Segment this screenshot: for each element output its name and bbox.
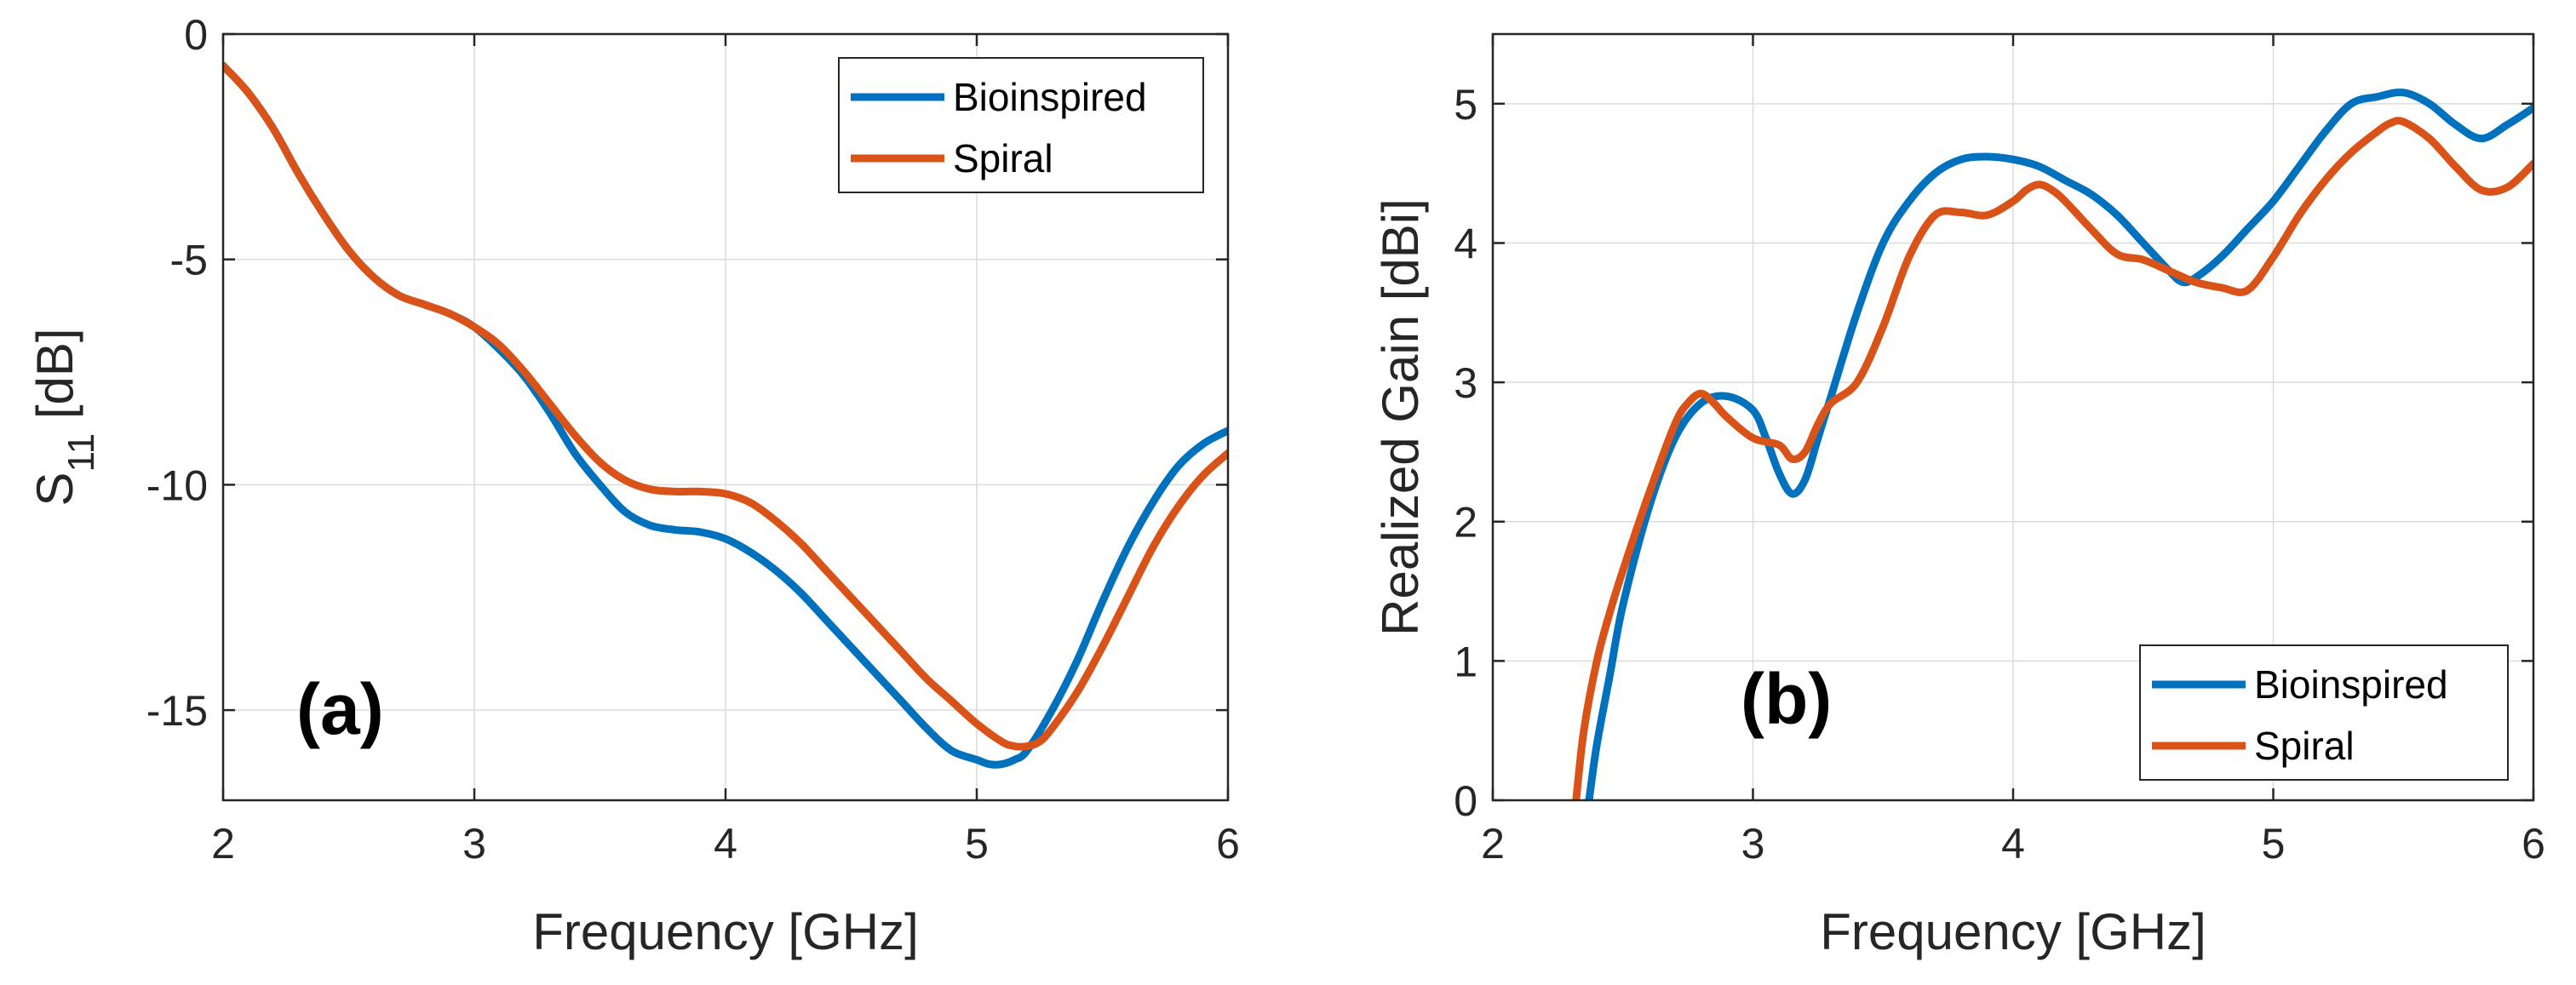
panel-b-y-axis-label: Realized Gain [dBi] (1372, 198, 1429, 636)
panel-a-series (223, 61, 1228, 769)
panel-a-x-tick-label: 3 (462, 820, 486, 868)
panel-b-x-tick-label: 2 (1481, 820, 1505, 868)
panel-a-x-axis-label: Frequency [GHz] (532, 903, 919, 960)
panel-b-legend: Bioinspired Spiral (2139, 644, 2509, 781)
panel-b-y-tick-label: 0 (1454, 777, 1477, 825)
panel-b-y-tick-label: 3 (1454, 359, 1477, 407)
panel-a-ticks: 2 3 4 5 6 0 -5 -10 -15 (146, 11, 1240, 868)
panel-b-y-tick-label: 1 (1454, 638, 1477, 685)
panel-a-y-tick-label: -5 (170, 237, 208, 284)
panel-b-gain-chart: 2 3 4 5 6 0 1 2 3 4 5 Frequency [GHz] Realized Gai… (1372, 32, 2545, 960)
panel-b-legend-label-spiral: Spiral (2254, 724, 2355, 768)
panel-a-s11-chart: 2 3 4 5 60-5-10-15 Frequency [GHz] S11 [dB] … (26, 11, 1240, 960)
panel-a-y-axis-label-unit: [dB] (26, 328, 83, 432)
panel-b-series (1572, 88, 2533, 800)
panel-a-y-axis-label: S11 [dB] (26, 328, 102, 506)
panel-b-label: (b) (1741, 659, 1832, 739)
panel-a-x-tick-label: 2 (211, 820, 235, 868)
panel-a-y-tick-label: -10 (146, 461, 208, 509)
panel-b-legend-label-bioinspired: Bioinspired (2254, 662, 2448, 707)
panel-a-label: (a) (296, 669, 384, 749)
panel-a-legend-label-spiral: Spiral (953, 136, 1053, 180)
panel-a-x-tick-label: 4 (714, 820, 737, 868)
panel-b-x-tick-label: 3 (1741, 820, 1765, 868)
panel-b-x-tick-label: 6 (2521, 820, 2545, 868)
panel-b-x-tick-label: 4 (2001, 820, 2025, 868)
panel-a-y-tick-label: -15 (146, 687, 208, 735)
panel-b-y-tick-label: 5 (1454, 81, 1477, 129)
panel-a-y-axis-label-main: S (26, 472, 83, 507)
panel-b-series-spiral (1572, 117, 2533, 800)
panel-a-legend: Bioinspired Spiral (838, 57, 1204, 193)
panel-b-y-tick-label: 2 (1454, 499, 1477, 547)
panel-b-ticks: 2 3 4 5 6 0 1 2 3 4 5 (1454, 34, 2545, 868)
panel-a-legend-label-bioinspired: Bioinspired (953, 75, 1147, 119)
panel-a-y-axis-label-subscript: 11 (60, 433, 102, 472)
panel-b-y-tick-label: 4 (1454, 220, 1477, 267)
panel-b-x-axis-label: Frequency [GHz] (1820, 903, 2206, 960)
panel-a-series-spiral (223, 61, 1228, 751)
panel-a-legend-box (838, 57, 1204, 193)
panel-b-x-tick-label: 5 (2262, 820, 2286, 868)
panel-a-x-tick-label: 5 (965, 820, 989, 868)
panel-a-y-tick-label: 0 (184, 11, 208, 59)
panel-a-x-tick-label: 6 (1216, 820, 1240, 868)
panel-b-legend-box (2139, 644, 2509, 781)
